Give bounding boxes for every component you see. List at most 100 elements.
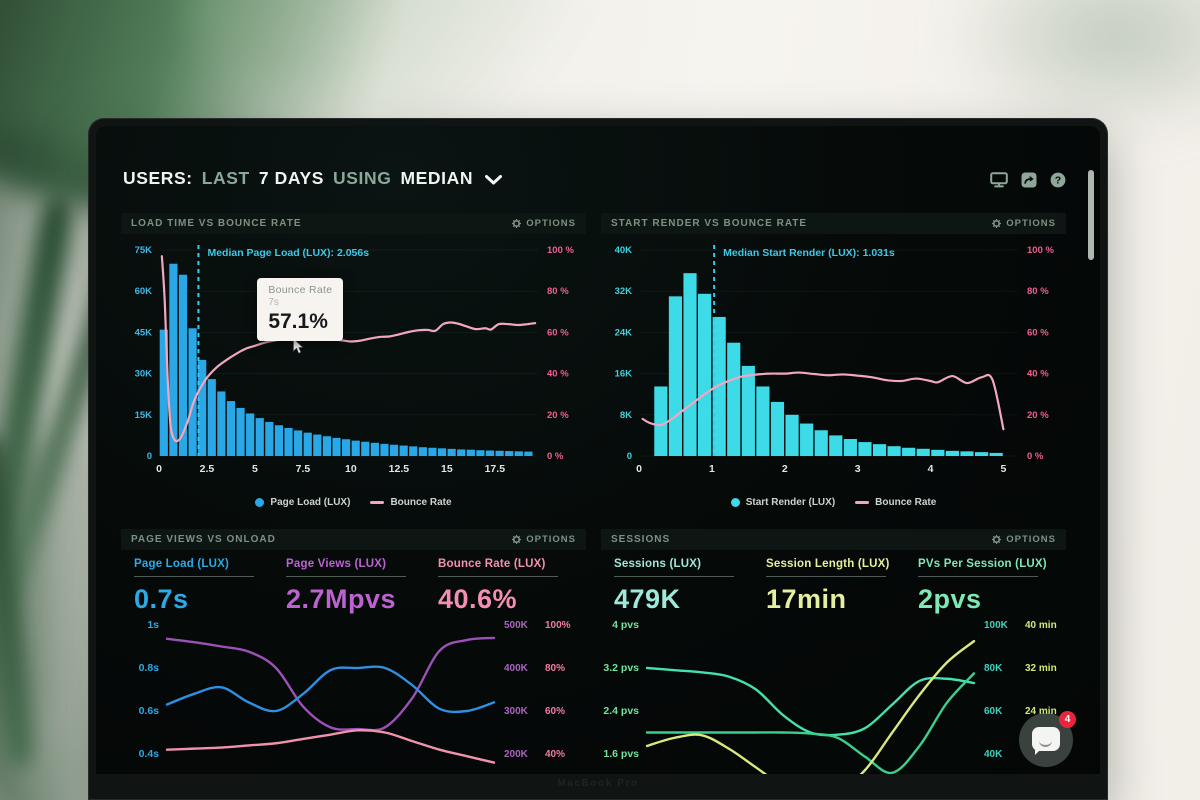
options-button[interactable]: OPTIONS — [512, 218, 576, 229]
svg-text:100K: 100K — [984, 620, 1009, 631]
options-label: OPTIONS — [1006, 534, 1056, 545]
monitor-icon[interactable] — [990, 172, 1008, 188]
svg-text:100 %: 100 % — [1027, 245, 1054, 256]
svg-text:3: 3 — [855, 463, 861, 475]
load-time-histogram-chart[interactable]: 0 15K 30K 45K 60K 75K 0 % 20 % 40 % 60 % 80 % 100 %… — [121, 234, 586, 486]
gear-icon — [992, 535, 1002, 544]
svg-text:60K: 60K — [984, 706, 1003, 717]
page-title: USERS: LAST 7 DAYS USING MEDIAN — [123, 168, 473, 189]
gear-icon — [512, 219, 522, 228]
svg-text:24K: 24K — [615, 327, 633, 338]
metric: Session Length (LUX) 17min — [766, 558, 904, 615]
title-segment: MEDIAN — [400, 168, 474, 188]
svg-text:4 pvs: 4 pvs — [612, 619, 639, 631]
panel-title: LOAD TIME VS BOUNCE RATE — [131, 218, 302, 229]
svg-text:5: 5 — [1001, 463, 1007, 475]
svg-text:40K: 40K — [615, 245, 633, 256]
svg-text:0 %: 0 % — [547, 451, 564, 462]
metric-value: 40.6% — [438, 584, 518, 614]
metric-divider — [766, 576, 886, 577]
legend-item[interactable]: Bounce Rate — [370, 497, 452, 508]
title-segment: 7 DAYS — [258, 168, 325, 188]
title-segment: USING — [333, 168, 392, 188]
legend-item[interactable]: Start Render (LUX) — [730, 496, 836, 508]
svg-text:20 %: 20 % — [1027, 410, 1049, 421]
svg-text:75K: 75K — [135, 245, 153, 256]
legend-line-marker — [370, 500, 385, 504]
svg-text:0: 0 — [627, 451, 632, 462]
svg-text:24 min: 24 min — [1025, 706, 1057, 717]
svg-text:12.5: 12.5 — [389, 463, 410, 475]
laptop: USERS: LAST 7 DAYS USING MEDIAN — [88, 118, 1108, 800]
page-views-line-chart[interactable]: 1s 0.8s 0.6s 0.4s 500K 400K 300K 200K 100% 80% 60%… — [121, 615, 586, 774]
legend-item[interactable]: Bounce Rate — [855, 497, 936, 508]
svg-text:80%: 80% — [545, 663, 565, 674]
share-icon[interactable] — [1021, 172, 1037, 188]
svg-text:200K: 200K — [504, 749, 529, 760]
svg-text:300K: 300K — [504, 706, 529, 717]
sessions-line-chart[interactable]: 4 pvs 3.2 pvs 2.4 pvs 1.6 pvs 100K 80K 60K 40K 4… — [601, 615, 1066, 774]
svg-text:Median Start Render (LUX): 1.0: Median Start Render (LUX): 1.031s — [723, 247, 895, 259]
svg-text:2: 2 — [782, 463, 788, 475]
chat-widget-button[interactable]: 4 — [1019, 711, 1076, 767]
metric-divider — [614, 576, 734, 577]
options-button[interactable]: OPTIONS — [992, 534, 1056, 545]
chart-legend: Start Render (LUX) Bounce Rate — [601, 491, 1066, 513]
help-icon[interactable]: ? — [1050, 172, 1066, 188]
svg-text:8K: 8K — [620, 410, 632, 421]
svg-text:60K: 60K — [135, 286, 153, 297]
metric-divider — [134, 576, 254, 577]
svg-text:0.4s: 0.4s — [139, 748, 160, 760]
svg-text:15: 15 — [441, 463, 453, 475]
svg-text:40 %: 40 % — [547, 369, 569, 380]
metric: PVs Per Session (LUX) 2pvs — [918, 558, 1056, 615]
legend-dot-marker — [255, 497, 265, 507]
metric-value: 2pvs — [918, 584, 982, 614]
svg-text:15K: 15K — [135, 410, 153, 421]
svg-text:16K: 16K — [615, 369, 633, 380]
svg-text:40 min: 40 min — [1025, 620, 1057, 631]
dashboard-title-dropdown[interactable]: USERS: LAST 7 DAYS USING MEDIAN — [123, 168, 503, 189]
metric-label: PVs Per Session (LUX) — [918, 558, 1047, 570]
svg-text:17.5: 17.5 — [485, 463, 506, 475]
chart-legend: Page Load (LUX) Bounce Rate — [121, 491, 586, 513]
panel-header: START RENDER VS BOUNCE RATE OPTIONS — [601, 213, 1066, 234]
legend-line-marker — [855, 500, 870, 504]
options-button[interactable]: OPTIONS — [512, 534, 576, 545]
svg-text:2.5: 2.5 — [200, 463, 215, 475]
svg-text:2.4 pvs: 2.4 pvs — [603, 705, 639, 717]
panel-title: PAGE VIEWS VS ONLOAD — [131, 534, 276, 545]
gear-icon — [992, 219, 1002, 228]
svg-text:1: 1 — [709, 463, 715, 475]
legend-label: Start Render (LUX) — [745, 496, 836, 508]
svg-text:0.6s: 0.6s — [139, 705, 160, 717]
chart-tooltip: Bounce Rate 7s 57.1% — [257, 278, 344, 342]
svg-text:?: ? — [1055, 175, 1061, 187]
options-button[interactable]: OPTIONS — [992, 218, 1056, 229]
mouse-cursor — [292, 337, 304, 354]
svg-text:80K: 80K — [984, 663, 1003, 674]
svg-text:0 %: 0 % — [1027, 451, 1044, 462]
title-segment: USERS: — [123, 168, 193, 188]
metric-label: Bounce Rate (LUX) — [438, 558, 546, 570]
svg-text:0: 0 — [156, 463, 162, 475]
chat-bubble-icon — [1032, 727, 1060, 755]
scrollbar-thumb[interactable] — [1088, 170, 1094, 260]
panel-header: PAGE VIEWS VS ONLOAD OPTIONS — [121, 529, 586, 550]
svg-text:1s: 1s — [147, 619, 159, 631]
panel-header: SESSIONS OPTIONS — [601, 529, 1066, 550]
panel-header: LOAD TIME VS BOUNCE RATE OPTIONS — [121, 213, 586, 234]
svg-text:Median Page Load (LUX): 2.056s: Median Page Load (LUX): 2.056s — [207, 247, 369, 259]
metric-label: Page Views (LUX) — [286, 558, 387, 570]
notification-badge: 4 — [1059, 711, 1076, 728]
svg-text:30K: 30K — [135, 369, 153, 380]
svg-text:5: 5 — [252, 463, 258, 475]
legend-dot-marker — [730, 497, 740, 507]
svg-text:40K: 40K — [984, 749, 1003, 760]
svg-text:10: 10 — [345, 463, 357, 475]
svg-text:0: 0 — [636, 463, 642, 475]
panel-page-views-vs-onload: PAGE VIEWS VS ONLOAD OPTIONS Page Load (… — [121, 529, 586, 774]
svg-text:40%: 40% — [545, 749, 565, 760]
legend-item[interactable]: Page Load (LUX) — [255, 497, 350, 508]
start-render-histogram-chart[interactable]: 0 8K 16K 24K 32K 40K 0 % 20 % 40 % 60 % 80 % 100 % M… — [601, 234, 1066, 486]
